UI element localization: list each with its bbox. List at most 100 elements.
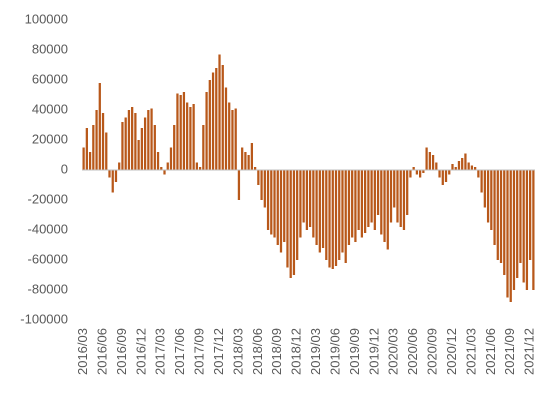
bar xyxy=(160,167,163,170)
bar xyxy=(415,170,419,175)
bar xyxy=(286,170,289,268)
bar xyxy=(244,152,247,170)
x-tick-label: 2018/09 xyxy=(269,328,284,375)
y-tick-label: 60000 xyxy=(32,71,68,86)
x-tick-label: 2020/06 xyxy=(405,328,420,375)
bar xyxy=(483,170,486,208)
x-tick-label: 2016/03 xyxy=(75,328,90,375)
bar xyxy=(195,162,199,170)
bar xyxy=(189,107,192,170)
x-tick-label: 2017/03 xyxy=(153,328,168,375)
bar xyxy=(257,170,260,185)
bar xyxy=(376,170,380,215)
bar xyxy=(367,170,370,227)
x-tick-label: 2017/09 xyxy=(192,328,207,375)
bar xyxy=(506,170,509,298)
bar xyxy=(341,170,344,253)
x-tick-label: 2021/12 xyxy=(522,328,537,375)
bar xyxy=(529,170,532,260)
bar xyxy=(163,170,166,175)
bar xyxy=(428,152,431,170)
bar xyxy=(273,170,276,238)
bar xyxy=(250,143,254,170)
x-tick-label: 2020/09 xyxy=(425,328,440,375)
bar xyxy=(231,110,234,170)
bar xyxy=(486,170,490,223)
bar xyxy=(467,162,470,170)
y-tick-label: -20000 xyxy=(28,191,68,206)
y-tick-label: -80000 xyxy=(28,281,68,296)
bar xyxy=(396,170,399,223)
bar xyxy=(85,128,88,170)
bar xyxy=(516,170,519,278)
x-tick-label: 2018/06 xyxy=(250,328,265,375)
x-tick-label: 2019/03 xyxy=(308,328,323,375)
bar xyxy=(182,92,186,170)
bar xyxy=(192,104,195,170)
bar xyxy=(474,167,477,170)
bar xyxy=(121,122,124,170)
bar xyxy=(406,170,409,215)
bar xyxy=(357,170,360,230)
y-tick-label: 20000 xyxy=(32,131,68,146)
bar xyxy=(347,170,351,245)
bar xyxy=(522,170,525,283)
y-tick-label: -100000 xyxy=(20,311,68,326)
bar xyxy=(334,170,338,266)
bar xyxy=(402,170,406,230)
bar xyxy=(114,170,118,182)
bar xyxy=(131,107,134,170)
bar xyxy=(470,165,474,170)
bar xyxy=(338,170,341,260)
x-tick-label: 2016/09 xyxy=(114,328,129,375)
bar xyxy=(370,170,373,223)
bar xyxy=(302,170,305,223)
bar xyxy=(176,93,179,170)
bar xyxy=(532,170,535,290)
bar xyxy=(328,170,331,268)
bar xyxy=(299,170,302,238)
bar xyxy=(198,167,202,170)
x-tick-label: 2021/06 xyxy=(483,328,498,375)
x-tick-label: 2021/09 xyxy=(502,328,517,375)
x-tick-label: 2018/12 xyxy=(289,328,304,375)
bar xyxy=(312,170,315,238)
bar xyxy=(101,113,105,170)
bar xyxy=(325,170,328,260)
y-tick-label: -40000 xyxy=(28,221,68,236)
bar xyxy=(166,162,169,170)
bar xyxy=(98,83,101,170)
bar xyxy=(380,170,383,235)
x-tick-label: 2017/12 xyxy=(211,328,226,375)
bar xyxy=(153,125,156,170)
bar xyxy=(496,170,499,260)
bar xyxy=(82,147,85,170)
bar xyxy=(512,170,516,290)
x-tick-label: 2018/03 xyxy=(230,328,245,375)
bar xyxy=(444,170,448,182)
bar xyxy=(525,170,529,290)
bar xyxy=(150,108,153,170)
bar xyxy=(111,170,114,193)
bar xyxy=(186,102,189,170)
bar xyxy=(205,92,208,170)
bar xyxy=(441,170,444,185)
bar xyxy=(156,152,160,170)
bar xyxy=(308,170,312,227)
bar xyxy=(211,72,215,170)
bar xyxy=(263,170,266,208)
bar xyxy=(224,87,228,170)
bar xyxy=(292,170,296,275)
bar xyxy=(279,170,283,253)
bar xyxy=(266,170,270,230)
bar xyxy=(438,170,441,178)
bar xyxy=(393,170,396,208)
bar xyxy=(218,54,221,170)
bar xyxy=(422,170,425,173)
bar xyxy=(519,170,522,263)
bar xyxy=(399,170,402,227)
bar xyxy=(409,170,412,178)
bar xyxy=(351,170,354,238)
bar xyxy=(425,147,428,170)
y-tick-label: -60000 xyxy=(28,251,68,266)
